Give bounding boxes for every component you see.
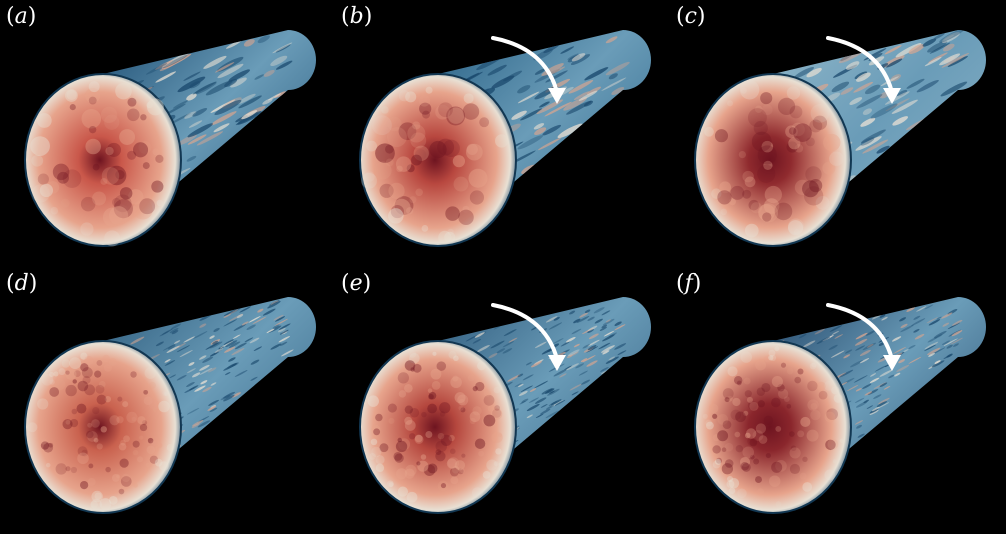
panel-c: (c): [670, 0, 1005, 267]
panel-label-f: (f): [676, 271, 702, 296]
pipe-cross-section: [24, 340, 182, 514]
pipe-render-f: [694, 297, 986, 514]
arrow-head-icon: [883, 88, 901, 104]
pipe-cross-section: [694, 73, 852, 247]
pipe-render-e: [359, 297, 651, 514]
pipe-cross-section: [359, 73, 517, 247]
pipe-render-d: [24, 297, 316, 514]
pipe-cross-section: [359, 340, 517, 514]
pipe-render-a: [24, 30, 316, 247]
face-texture: [30, 81, 164, 247]
curved-rotation-arrow-icon: [491, 303, 559, 361]
arrow-head-icon: [883, 355, 901, 371]
panel-label-e: (e): [341, 271, 372, 296]
face-texture: [702, 346, 844, 507]
panel-label-c: (c): [676, 4, 706, 29]
arrow-head-icon: [548, 355, 566, 371]
panel-label-b: (b): [341, 4, 373, 29]
face-texture: [704, 80, 844, 238]
panel-e: (e): [335, 267, 670, 534]
curved-rotation-arrow-icon: [826, 303, 894, 361]
curved-rotation-arrow-icon: [491, 36, 559, 94]
pipe-cross-section: [24, 73, 182, 247]
pipe-cross-section: [694, 340, 852, 514]
panel-label-d: (d): [6, 271, 38, 296]
face-texture: [27, 352, 175, 511]
face-texture: [361, 86, 509, 245]
pipe-render-c: [694, 30, 986, 247]
panel-label-a: (a): [6, 4, 37, 29]
panel-d: (d): [0, 267, 335, 534]
pipe-render-b: [359, 30, 651, 247]
curved-rotation-arrow-icon: [826, 36, 894, 94]
panel-a: (a): [0, 0, 335, 267]
panel-f: (f): [670, 267, 1005, 534]
face-texture: [367, 350, 504, 503]
arrow-head-icon: [548, 88, 566, 104]
panel-b: (b): [335, 0, 670, 267]
